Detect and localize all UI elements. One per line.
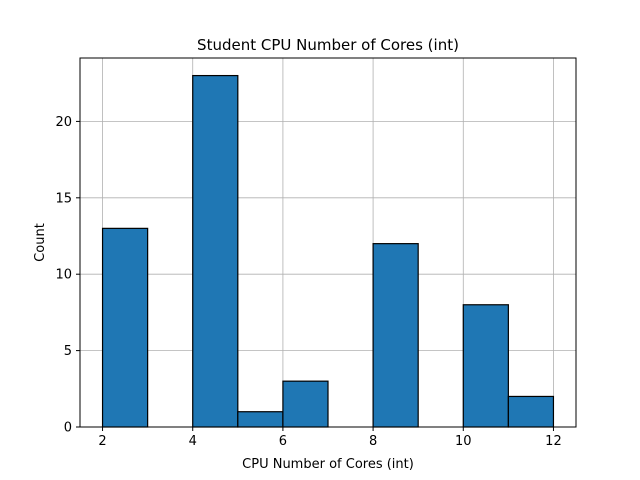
y-tick-label: 20 (55, 115, 72, 130)
y-axis-ticks: 0 5 10 15 20 (55, 115, 80, 436)
chart-title: Student CPU Number of Cores (int) (197, 36, 459, 54)
x-tick-label: 12 (545, 434, 562, 449)
histogram-bar (101, 227, 149, 428)
y-axis-label: Count (33, 223, 48, 262)
x-tick-label: 2 (98, 434, 106, 449)
x-axis-ticks: 2 4 6 8 10 12 (98, 427, 562, 449)
x-tick-label: 10 (455, 434, 472, 449)
y-tick-label: 5 (64, 344, 72, 359)
histogram-bar (282, 380, 329, 428)
y-tick-label: 10 (55, 268, 72, 283)
histogram-bar (462, 304, 509, 428)
histogram-bar (507, 395, 555, 428)
x-tick-label: 4 (189, 434, 197, 449)
histogram-bar (372, 243, 419, 428)
y-tick-label: 0 (64, 421, 72, 436)
y-tick-label: 15 (55, 191, 72, 206)
histogram-bar (237, 411, 284, 428)
bars (101, 74, 555, 428)
x-axis-label: CPU Number of Cores (int) (242, 457, 414, 472)
histogram-bar (192, 74, 239, 428)
plot-frame (79, 57, 577, 428)
x-tick-label: 8 (369, 434, 377, 449)
x-tick-label: 6 (279, 434, 287, 449)
